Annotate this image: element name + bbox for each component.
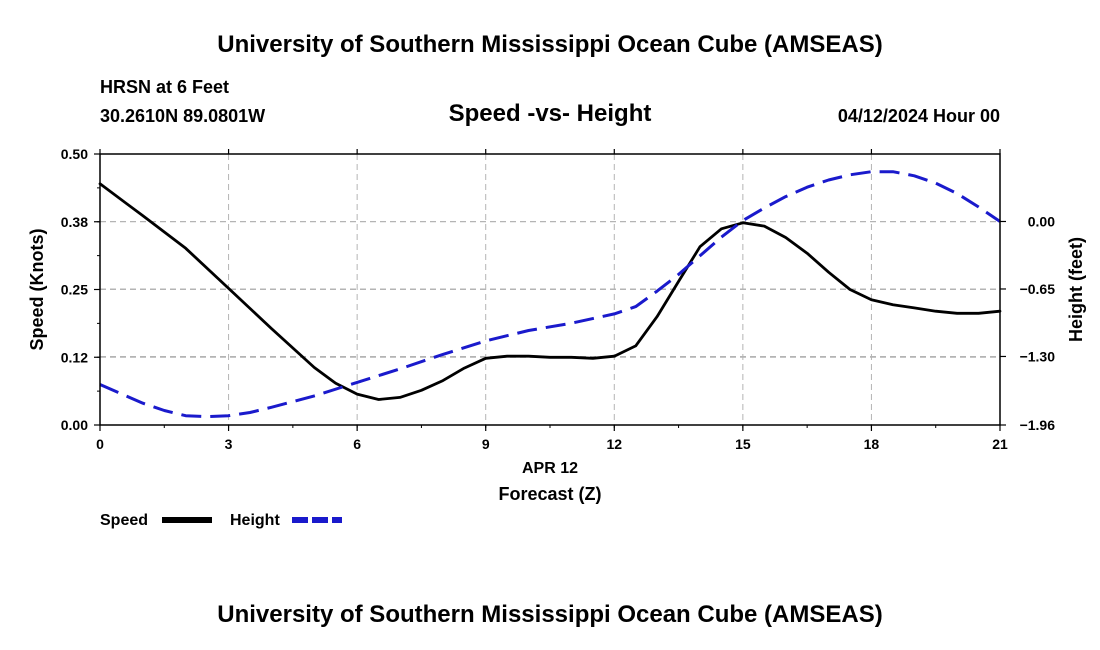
chart-title: Speed -vs- Height xyxy=(448,100,652,127)
x-axis-title: Forecast (Z) xyxy=(498,484,601,504)
y-tick-label: 0.25 xyxy=(61,282,88,298)
forecast-date-hour: 04/12/2024 Hour 00 xyxy=(837,106,1000,126)
y-axis-title: Speed (Knots) xyxy=(27,228,47,350)
x-tick-label: 21 xyxy=(992,436,1008,452)
y2-tick-label: −1.30 xyxy=(1020,348,1056,364)
x-tick-label: 18 xyxy=(864,436,880,452)
grid-lines xyxy=(100,153,1000,425)
x-tick-label: 0 xyxy=(96,436,104,452)
x-tick-label: 3 xyxy=(225,436,233,452)
series-lines xyxy=(98,170,1002,419)
station-label: HRSN at 6 Feet xyxy=(100,77,230,97)
legend: Speed Height xyxy=(100,512,342,529)
speed-series-line xyxy=(98,182,1002,401)
y2-tick-label: −0.65 xyxy=(1020,281,1056,297)
height-series-line xyxy=(99,170,1001,419)
axis-labels: 0 3 6 9 12 15 18 21 0.00 0.12 0.25 0.38 0.50 −1.96 −1.… xyxy=(27,146,1086,504)
legend-speed-label: Speed xyxy=(100,512,148,529)
station-coordinates: 30.2610N 89.0801W xyxy=(100,106,266,126)
y-tick-label: 0.50 xyxy=(61,146,88,162)
plot-frame xyxy=(99,153,1001,426)
y-tick-label: 0.12 xyxy=(61,349,88,365)
axis-ticks xyxy=(94,149,1006,431)
x-tick-label: 12 xyxy=(606,436,622,452)
legend-height-label: Height xyxy=(230,512,280,529)
y2-tick-label: 0.00 xyxy=(1028,213,1055,229)
y2-tick-label: −1.96 xyxy=(1020,417,1056,433)
x-tick-label: 9 xyxy=(482,436,490,452)
y2-axis-title: Height (feet) xyxy=(1066,237,1086,342)
footer-title: University of Southern Mississippi Ocean… xyxy=(217,601,883,628)
y-tick-label: 0.38 xyxy=(61,214,88,230)
x-tick-label: 6 xyxy=(353,436,361,452)
main-title: University of Southern Mississippi Ocean… xyxy=(217,31,883,58)
x-tick-label: 15 xyxy=(735,436,751,452)
y-tick-label: 0.00 xyxy=(61,417,88,433)
x-axis-date-label: APR 12 xyxy=(522,460,578,477)
